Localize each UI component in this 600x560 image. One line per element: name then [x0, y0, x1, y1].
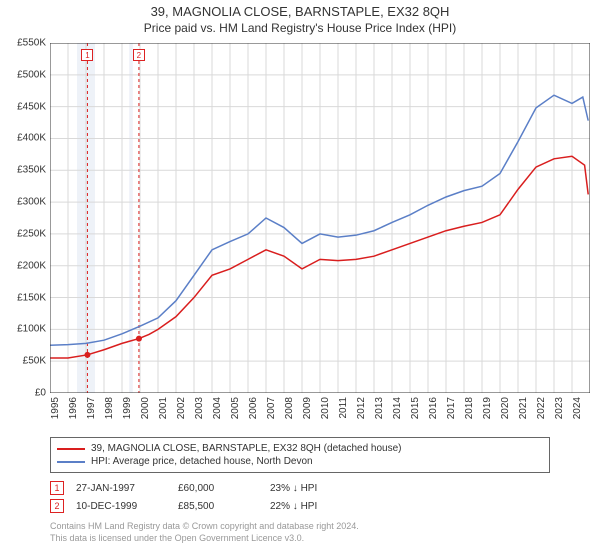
x-tick-label: 2000: [140, 397, 151, 419]
x-tick-label: 2005: [230, 397, 241, 419]
x-tick-label: 2013: [374, 397, 385, 419]
y-tick-label: £0: [2, 388, 46, 399]
x-tick-label: 2009: [302, 397, 313, 419]
x-tick-label: 1999: [122, 397, 133, 419]
x-tick-label: 2006: [248, 397, 259, 419]
chart-title: 39, MAGNOLIA CLOSE, BARNSTAPLE, EX32 8QH: [0, 0, 600, 19]
x-tick-label: 1996: [68, 397, 79, 419]
x-tick-label: 2023: [554, 397, 565, 419]
x-tick-label: 2016: [428, 397, 439, 419]
x-tick-label: 2022: [536, 397, 547, 419]
events-table: 1 27-JAN-1997 £60,000 23% ↓ HPI 2 10-DEC…: [50, 479, 550, 515]
y-tick-label: £550K: [2, 38, 46, 49]
y-tick-label: £50K: [2, 356, 46, 367]
attribution-line: Contains HM Land Registry data © Crown c…: [50, 521, 550, 533]
y-tick-label: £300K: [2, 197, 46, 208]
event-hpi: 22% ↓ HPI: [270, 501, 360, 512]
attribution: Contains HM Land Registry data © Crown c…: [50, 521, 550, 544]
legend-label: HPI: Average price, detached house, Nort…: [91, 456, 313, 467]
y-tick-label: £150K: [2, 292, 46, 303]
x-tick-label: 2014: [392, 397, 403, 419]
x-tick-label: 2017: [446, 397, 457, 419]
y-tick-label: £200K: [2, 260, 46, 271]
event-price: £60,000: [178, 483, 258, 494]
x-tick-label: 2002: [176, 397, 187, 419]
x-tick-label: 2018: [464, 397, 475, 419]
event-hpi: 23% ↓ HPI: [270, 483, 360, 494]
x-tick-label: 1997: [86, 397, 97, 419]
x-tick-label: 2012: [356, 397, 367, 419]
x-tick-label: 2019: [482, 397, 493, 419]
x-tick-label: 2008: [284, 397, 295, 419]
chart-subtitle: Price paid vs. HM Land Registry's House …: [0, 19, 600, 43]
x-axis-labels: 1995 1996 1997 1998 1999 2000 2001 2002 2003 2004…: [50, 393, 590, 433]
legend-label: 39, MAGNOLIA CLOSE, BARNSTAPLE, EX32 8QH…: [91, 443, 402, 454]
attribution-line: This data is licensed under the Open Gov…: [50, 533, 550, 545]
chart-plot-area: £0£50K£100K£150K£200K£250K£300K£350K£400…: [50, 43, 590, 393]
y-tick-label: £400K: [2, 133, 46, 144]
chart-svg: [50, 43, 590, 393]
x-tick-label: 2007: [266, 397, 277, 419]
x-tick-label: 2010: [320, 397, 331, 419]
event-row: 2 10-DEC-1999 £85,500 22% ↓ HPI: [50, 497, 550, 515]
event-row: 1 27-JAN-1997 £60,000 23% ↓ HPI: [50, 479, 550, 497]
legend: 39, MAGNOLIA CLOSE, BARNSTAPLE, EX32 8QH…: [50, 437, 550, 473]
x-tick-label: 2020: [500, 397, 511, 419]
y-tick-label: £350K: [2, 165, 46, 176]
x-tick-label: 2015: [410, 397, 421, 419]
chart-event-marker: 2: [133, 49, 145, 61]
legend-swatch: [57, 448, 85, 450]
x-tick-label: 2003: [194, 397, 205, 419]
y-tick-label: £250K: [2, 228, 46, 239]
event-marker-icon: 1: [50, 481, 64, 495]
y-tick-label: £100K: [2, 324, 46, 335]
event-price: £85,500: [178, 501, 258, 512]
x-tick-label: 2024: [572, 397, 583, 419]
x-tick-label: 2011: [338, 397, 349, 419]
chart-container: 39, MAGNOLIA CLOSE, BARNSTAPLE, EX32 8QH…: [0, 0, 600, 560]
x-tick-label: 1998: [104, 397, 115, 419]
y-tick-label: £450K: [2, 101, 46, 112]
event-marker-icon: 2: [50, 499, 64, 513]
y-axis-labels: £0£50K£100K£150K£200K£250K£300K£350K£400…: [2, 43, 46, 393]
y-tick-label: £500K: [2, 69, 46, 80]
legend-item: HPI: Average price, detached house, Nort…: [57, 455, 543, 468]
x-tick-label: 2021: [518, 397, 529, 419]
x-tick-label: 1995: [50, 397, 61, 419]
legend-item: 39, MAGNOLIA CLOSE, BARNSTAPLE, EX32 8QH…: [57, 442, 543, 455]
x-tick-label: 2004: [212, 397, 223, 419]
event-date: 27-JAN-1997: [76, 483, 166, 494]
event-date: 10-DEC-1999: [76, 501, 166, 512]
chart-event-marker: 1: [81, 49, 93, 61]
legend-swatch: [57, 461, 85, 463]
x-tick-label: 2001: [158, 397, 169, 419]
